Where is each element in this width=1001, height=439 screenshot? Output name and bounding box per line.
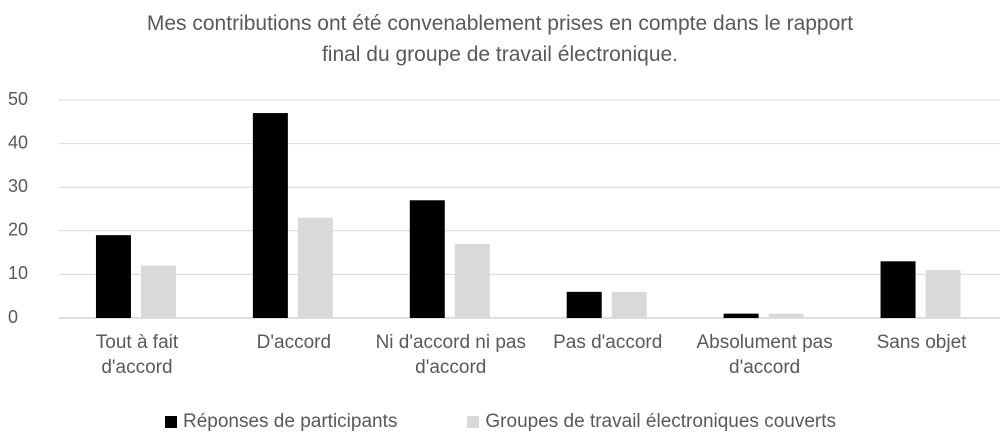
bar	[880, 261, 916, 318]
legend-item: Réponses de participants	[164, 411, 398, 433]
bar	[409, 200, 445, 318]
x-tick-label: Absolument pas d'accord	[696, 332, 833, 378]
bar	[925, 270, 961, 318]
y-tick-label: 20	[8, 220, 28, 240]
x-tick-label: Tout à fait d'accord	[95, 332, 179, 378]
bar	[252, 113, 288, 318]
bar	[140, 265, 176, 318]
y-tick-label: 10	[8, 263, 28, 283]
legend-label: Groupes de travail électroniques couvert…	[485, 411, 837, 432]
legend-swatch	[467, 416, 480, 428]
legend-item: Groupes de travail électroniques couvert…	[467, 411, 836, 433]
x-tick-label: Ni d'accord ni pas d'accord	[375, 332, 526, 378]
x-tick-label: Sans objet	[876, 332, 967, 353]
bar	[768, 313, 804, 318]
x-tick-label: D'accord	[256, 332, 332, 353]
bar	[566, 291, 602, 318]
x-tick-label: Pas d'accord	[553, 332, 663, 353]
bar	[454, 243, 490, 318]
y-tick-label: 40	[8, 132, 28, 152]
legend-label: Réponses de participants	[182, 411, 398, 432]
y-tick-label: 0	[8, 307, 18, 327]
legend-swatch	[164, 416, 177, 428]
y-tick-label: 50	[8, 89, 28, 109]
bar	[611, 291, 647, 318]
bar	[297, 217, 333, 318]
bar	[95, 235, 131, 318]
y-tick-label: 30	[8, 176, 28, 196]
legend: Réponses de participants Groupes de trava…	[0, 411, 1001, 433]
chart-title: Mes contributions ont été convenablement…	[146, 12, 854, 66]
bar	[723, 313, 759, 318]
